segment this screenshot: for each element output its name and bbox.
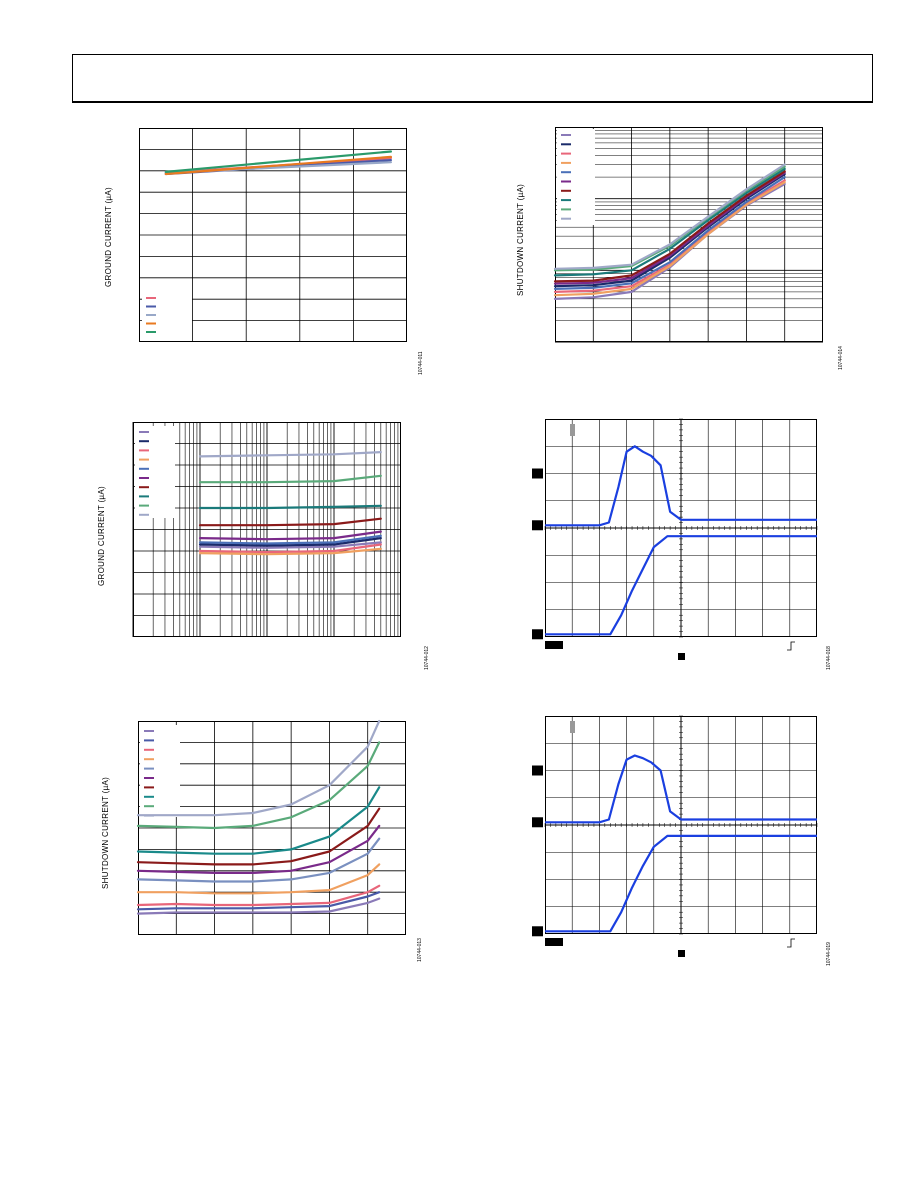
series-line-7 <box>136 807 381 866</box>
y-axis-label: GROUND CURRENT (µA) <box>97 486 106 586</box>
scope-trace-2 <box>545 535 817 636</box>
channel-marker <box>532 817 543 828</box>
channel-marker <box>532 520 543 531</box>
series-line-2 <box>136 891 381 911</box>
series-line-3 <box>136 884 381 907</box>
channel-markers <box>532 468 543 640</box>
scope-trace-1 <box>545 445 817 527</box>
y-axis-label: GROUND CURRENT (µA) <box>104 187 113 287</box>
probe-icon <box>570 721 575 733</box>
y-axis-label: SHUTDOWN CURRENT (µA) <box>516 183 525 296</box>
scope-readout-block <box>545 641 563 649</box>
scope-trace-2 <box>545 834 817 933</box>
series-line-2 <box>198 536 382 547</box>
series-line-4 <box>198 547 382 556</box>
series-line-9 <box>136 741 381 830</box>
channel-marker <box>532 468 543 479</box>
scope-trigger-marker <box>678 653 685 660</box>
scope-capture-2 <box>532 715 818 957</box>
series-line-9 <box>198 474 382 484</box>
figure-id: 10744-018 <box>826 646 832 670</box>
figure-id: 10744-019 <box>826 942 832 966</box>
trigger-edge-icon <box>787 641 795 651</box>
legend <box>142 292 192 338</box>
probe-icon <box>570 424 575 436</box>
figure-id: 10744-011 <box>418 351 424 375</box>
series-line-6 <box>553 171 786 285</box>
series-line-6 <box>136 824 381 874</box>
series-line-1 <box>198 541 382 549</box>
scope-graticule <box>544 418 818 638</box>
series-line-8 <box>136 786 381 855</box>
scope-graticule <box>544 715 818 935</box>
channel-marker <box>532 926 543 937</box>
legend <box>135 426 175 518</box>
series-line-10 <box>553 163 786 270</box>
series-line-4 <box>553 181 786 297</box>
series-line-2 <box>553 172 786 288</box>
y-axis-label: SHUTDOWN CURRENT (µA) <box>101 776 110 889</box>
series-line-4 <box>164 155 392 176</box>
gridlines <box>132 422 401 637</box>
trigger-edge-icon <box>787 938 795 948</box>
figure-id: 10744-013 <box>417 938 423 962</box>
channel-marker <box>532 765 543 776</box>
channel-marker <box>532 629 543 640</box>
series-line-1 <box>136 897 381 915</box>
chart-ground-current-logx <box>132 422 401 637</box>
series-line-5 <box>136 837 381 883</box>
scope-capture-1 <box>532 418 818 660</box>
series-line-3 <box>198 543 382 554</box>
series-line-4 <box>136 863 381 895</box>
series-line-8 <box>198 504 382 510</box>
scope-trigger-marker <box>678 950 685 957</box>
figure-id: 10744-012 <box>424 646 430 670</box>
series-line-5 <box>198 534 382 545</box>
chart-ground-current-linear <box>139 128 407 342</box>
page-header-box <box>72 54 873 103</box>
legend <box>557 129 595 225</box>
chart-shutdown-current-linear <box>136 719 406 935</box>
scope-trace-1 <box>545 754 817 824</box>
series-line-7 <box>553 170 786 283</box>
series-line-6 <box>198 530 382 541</box>
series-line-5 <box>553 175 786 290</box>
series-line-10 <box>136 719 381 817</box>
series-line-8 <box>553 167 786 277</box>
series-line-10 <box>198 451 382 458</box>
series-line-5 <box>164 150 392 174</box>
series-line-7 <box>198 517 382 527</box>
figure-id: 10744-014 <box>838 346 844 370</box>
legend <box>140 725 180 817</box>
channel-markers <box>532 765 543 937</box>
scope-readout-block <box>545 938 563 946</box>
chart-shutdown-current-log <box>553 127 823 343</box>
